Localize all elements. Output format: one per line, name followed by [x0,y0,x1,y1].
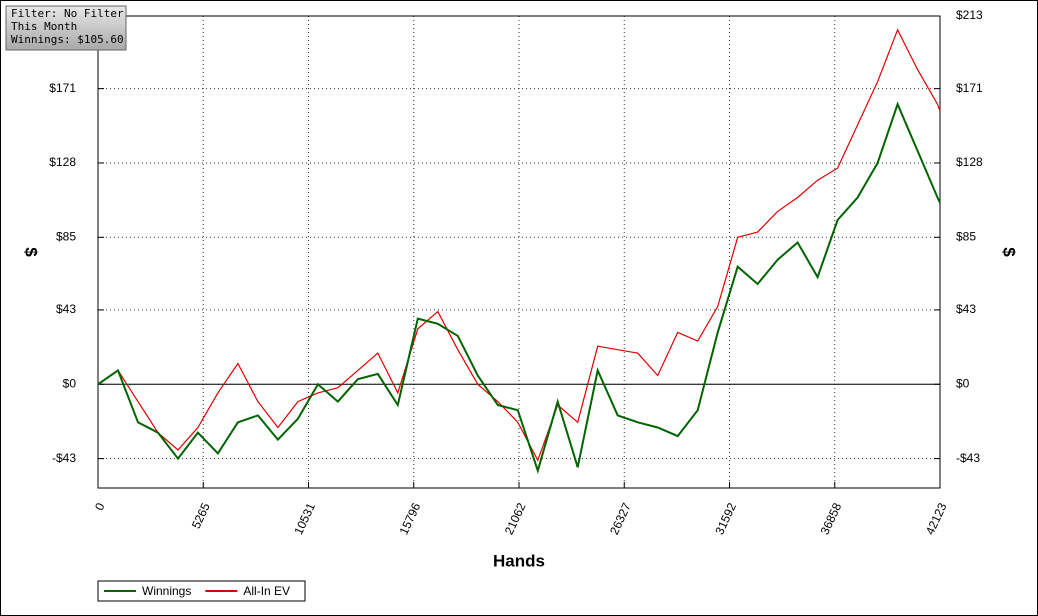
y2-tick-label: $43 [956,302,976,316]
y-tick-label: $171 [49,81,76,95]
series-line [97,101,941,475]
y2-tick-label: $128 [956,155,983,169]
y-tick-label: $85 [56,229,76,243]
filter-box [5,5,127,51]
y-tick-label: $128 [49,155,76,169]
legend-label: Winnings [142,584,191,598]
y-axis-label: $ [22,247,41,257]
filter-text: Winnings: $105.60 [11,33,124,46]
y-tick-label: $0 [63,376,77,390]
filter-text: Filter: No Filter [11,7,124,20]
y2-tick-label: $0 [956,376,970,390]
y2-axis-label: $ [1000,247,1019,257]
y2-tick-label: $85 [956,229,976,243]
y-tick-label: $43 [56,302,76,316]
plot-border [97,15,941,489]
y-tick-label: -$43 [52,451,76,465]
filter-text: This Month [11,20,77,33]
y2-tick-label: $213 [956,8,983,22]
legend-label: All-In EV [243,584,290,598]
x-axis-label: Hands [493,551,545,570]
y2-tick-label: $171 [956,81,983,95]
legend-box [97,580,306,602]
y2-tick-label: -$43 [956,451,980,465]
